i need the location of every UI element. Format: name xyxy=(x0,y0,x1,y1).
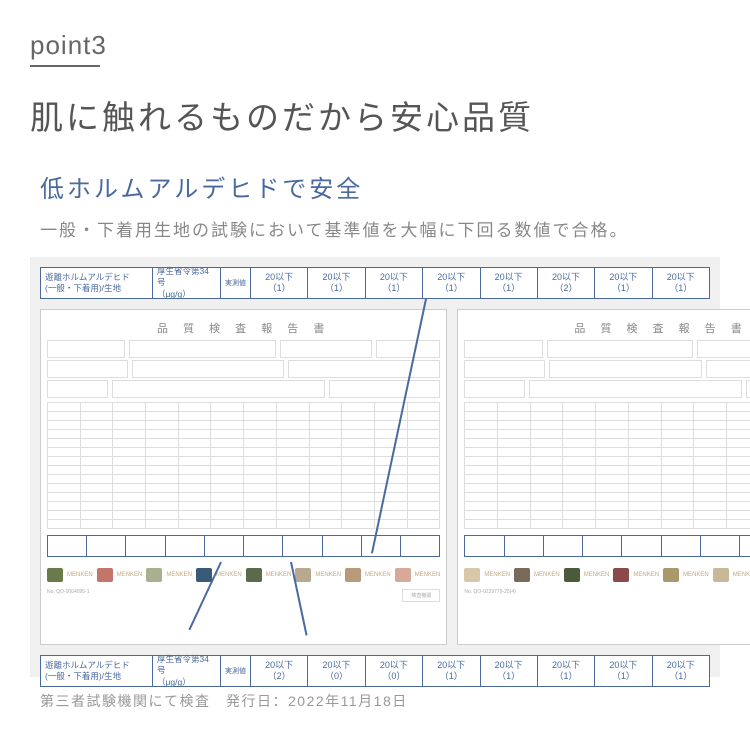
color-swatch xyxy=(295,568,311,582)
color-swatch xyxy=(395,568,411,582)
description: 一般・下着用生地の試験において基準値を大幅に下回る数値で合格。 xyxy=(40,216,720,241)
color-swatch xyxy=(613,568,629,582)
strip-cell: 20以下（0） xyxy=(366,656,423,686)
point-label: point3 xyxy=(30,30,720,61)
color-swatch xyxy=(97,568,113,582)
color-swatch xyxy=(196,568,212,582)
strip-cell: 20以下（1） xyxy=(366,268,423,298)
doc-highlight xyxy=(464,535,750,557)
color-swatch xyxy=(713,568,729,582)
strip-cell: 20以下（1） xyxy=(308,268,365,298)
color-swatch xyxy=(464,568,480,582)
strip-label: 遊離ホルムアルデヒド (一般・下着用)/生地 xyxy=(41,656,153,686)
color-swatch xyxy=(246,568,262,582)
report-doc-right: 品 質 検 査 報 告 書 MENKENMENKENMENKEN xyxy=(457,309,750,645)
data-strip-top: 遊離ホルムアルデヒド (一般・下着用)/生地 厚生省令第34号 （μg/g） 実… xyxy=(40,267,710,299)
data-strip-bottom: 遊離ホルムアルデヒド (一般・下着用)/生地 厚生省令第34号 （μg/g） 実… xyxy=(40,655,710,687)
doc-swatches: MENKENMENKENMENKENMENKENMENKENMENKENMENK… xyxy=(47,565,440,585)
doc-swatches: MENKENMENKENMENKENMENKENMENKENMENKENMENK… xyxy=(464,565,750,585)
strip-measure: 実測値 xyxy=(221,656,251,686)
strip-sub: 厚生省令第34号 （μg/g） xyxy=(153,268,221,298)
strip-cell: 20以下（1） xyxy=(423,268,480,298)
sub-title: 低ホルムアルデヒドで安全 xyxy=(40,169,720,204)
color-swatch xyxy=(564,568,580,582)
strip-label: 遊離ホルムアルデヒド (一般・下着用)/生地 xyxy=(41,268,153,298)
report-area: 遊離ホルムアルデヒド (一般・下着用)/生地 厚生省令第34号 （μg/g） 実… xyxy=(30,257,720,677)
strip-cell: 20以下（1） xyxy=(653,268,709,298)
color-swatch xyxy=(514,568,530,582)
strip-cell: 20以下（1） xyxy=(481,268,538,298)
strip-cell: 20以下（2） xyxy=(538,268,595,298)
color-swatch xyxy=(663,568,679,582)
doc-grid xyxy=(464,402,750,529)
doc-title: 品 質 検 査 報 告 書 xyxy=(464,320,750,336)
strip-cell: 20以下（0） xyxy=(308,656,365,686)
color-swatch xyxy=(146,568,162,582)
color-swatch xyxy=(345,568,361,582)
strip-cell: 20以下（1） xyxy=(653,656,709,686)
strip-cell: 20以下（1） xyxy=(538,656,595,686)
footnote: 第三者試験機関にて検査 発行日：2022年11月18日 xyxy=(40,691,720,711)
main-title: 肌に触れるものだから安心品質 xyxy=(30,91,720,139)
strip-cell: 20以下（1） xyxy=(481,656,538,686)
report-docs: 品 質 検 査 報 告 書 MENKENMENKENMENKEN xyxy=(40,309,710,645)
strip-cell: 20以下（1） xyxy=(595,268,652,298)
point-underline xyxy=(30,65,100,67)
doc-title: 品 質 検 査 報 告 書 xyxy=(47,320,440,336)
doc-highlight xyxy=(47,535,440,557)
strip-cell: 20以下（1） xyxy=(423,656,480,686)
strip-cell: 20以下（2） xyxy=(251,656,308,686)
strip-cell: 20以下（1） xyxy=(595,656,652,686)
strip-cell: 20以下（1） xyxy=(251,268,308,298)
strip-measure: 実測値 xyxy=(221,268,251,298)
color-swatch xyxy=(47,568,63,582)
strip-sub: 厚生省令第34号 （μg/g） xyxy=(153,656,221,686)
